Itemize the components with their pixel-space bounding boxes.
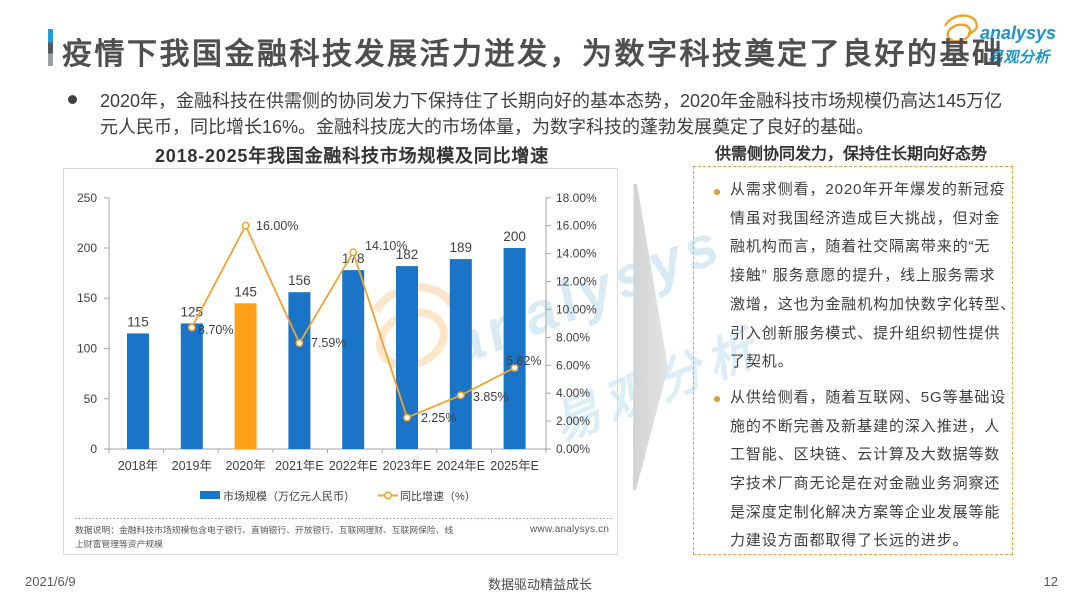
svg-text:6.00%: 6.00% xyxy=(556,358,590,372)
svg-text:14.00%: 14.00% xyxy=(556,247,597,261)
svg-text:0: 0 xyxy=(90,442,97,456)
svg-text:3.85%: 3.85% xyxy=(473,390,508,404)
svg-text:16.00%: 16.00% xyxy=(256,219,298,233)
svg-text:12.00%: 12.00% xyxy=(556,275,597,289)
svg-text:100: 100 xyxy=(77,342,97,356)
svg-text:145: 145 xyxy=(234,284,257,299)
svg-text:8.00%: 8.00% xyxy=(556,330,590,344)
svg-text:250: 250 xyxy=(77,191,97,205)
svg-text:115: 115 xyxy=(127,314,149,329)
svg-text:189: 189 xyxy=(450,240,473,255)
svg-text:18.00%: 18.00% xyxy=(556,191,597,205)
svg-text:50: 50 xyxy=(84,392,98,406)
svg-text:16.00%: 16.00% xyxy=(556,219,597,233)
svg-text:2.00%: 2.00% xyxy=(556,414,590,428)
svg-text:4.00%: 4.00% xyxy=(556,386,590,400)
svg-text:182: 182 xyxy=(396,247,419,262)
svg-text:2020年: 2020年 xyxy=(225,459,265,473)
svg-text:8.70%: 8.70% xyxy=(198,323,233,337)
svg-text:14.10%: 14.10% xyxy=(365,239,407,253)
svg-text:同比增速（%）: 同比增速（%） xyxy=(400,489,476,503)
svg-text:5.82%: 5.82% xyxy=(506,354,541,368)
svg-text:2023年E: 2023年E xyxy=(383,459,432,473)
svg-text:市场规模（万亿元人民币）: 市场规模（万亿元人民币） xyxy=(223,489,355,503)
svg-text:2.25%: 2.25% xyxy=(421,411,456,425)
svg-text:7.59%: 7.59% xyxy=(311,336,346,350)
svg-text:2018年: 2018年 xyxy=(118,459,158,473)
svg-text:0.00%: 0.00% xyxy=(556,442,590,456)
svg-text:2024年E: 2024年E xyxy=(436,459,485,473)
svg-text:150: 150 xyxy=(77,291,97,305)
svg-text:200: 200 xyxy=(503,229,526,244)
svg-text:2025年E: 2025年E xyxy=(490,459,539,473)
svg-text:2022年E: 2022年E xyxy=(329,459,378,473)
svg-text:2021年E: 2021年E xyxy=(275,459,324,473)
svg-text:156: 156 xyxy=(288,273,311,288)
svg-text:2019年: 2019年 xyxy=(172,459,212,473)
svg-text:10.00%: 10.00% xyxy=(556,302,597,316)
svg-text:200: 200 xyxy=(77,241,97,255)
